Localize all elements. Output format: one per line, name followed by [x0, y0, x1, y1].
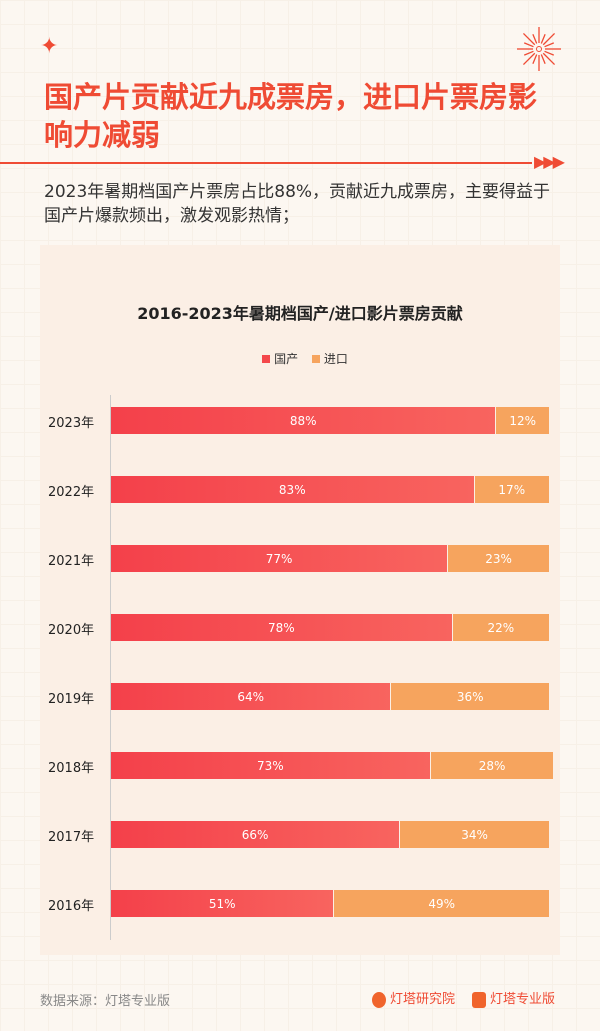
bar-import: 49% — [334, 890, 549, 917]
bar-domestic: 64% — [111, 683, 391, 710]
data-label: 66% — [241, 827, 269, 842]
data-label: 34% — [461, 827, 488, 842]
bar-domestic: 83% — [111, 476, 474, 503]
divider — [0, 162, 532, 164]
pro-logo-icon — [472, 991, 486, 1008]
data-label: 28% — [478, 758, 506, 773]
data-label: 88% — [289, 413, 317, 428]
page-title: 国产片贡献近九成票房，进口片票房影响力减弱 — [44, 80, 538, 152]
chart-title: 2016-2023年暑期档国产/进口影片票房贡献 — [137, 304, 463, 323]
data-label: 22% — [487, 620, 515, 635]
brand-research-label: 灯塔研究院 — [390, 992, 456, 1007]
triple-arrow-icon: ▶▶▶ — [534, 152, 565, 171]
data-label: 77% — [265, 551, 293, 566]
bar-import: 22% — [452, 614, 549, 641]
bar-domestic: 88% — [111, 407, 496, 434]
bar-import: 36% — [391, 683, 549, 710]
y-tick-label: 2020年 — [48, 623, 95, 638]
data-label: 36% — [456, 689, 484, 704]
sparkle-icon: ✦ — [40, 34, 59, 59]
bar-import: 34% — [400, 821, 549, 848]
bar-import: 23% — [448, 545, 549, 572]
bar-domestic: 51% — [111, 890, 334, 917]
data-label: 17% — [498, 482, 526, 497]
bar-domestic: 66% — [111, 821, 400, 848]
data-label: 23% — [485, 551, 512, 566]
data-label: 12% — [509, 413, 537, 428]
y-tick-label: 2018年 — [48, 761, 95, 776]
y-tick-label: 2016年 — [48, 899, 95, 914]
y-tick-label: 2022年 — [48, 485, 95, 500]
brand-research: 灯塔研究院 — [372, 988, 455, 1008]
bar-domestic: 73% — [111, 752, 430, 779]
data-label: 64% — [237, 689, 264, 704]
legend: 国产 进口 — [40, 350, 560, 367]
bar-import: 28% — [430, 752, 554, 779]
legend-label-import: 进口 — [323, 352, 348, 366]
bar-domestic: 77% — [111, 545, 448, 572]
brand-pro-label: 灯塔专业版 — [490, 992, 556, 1007]
data-label: 78% — [267, 620, 295, 635]
brand-pro: 灯塔专业版 — [472, 988, 555, 1008]
description: 2023年暑期档国产片票房占比88%，贡献近九成票房，主要得益于国产片爆款频出，… — [44, 182, 551, 226]
data-label: 49% — [428, 896, 456, 911]
bar-import: 17% — [474, 476, 549, 503]
data-label: 73% — [257, 758, 284, 773]
data-label: 83% — [278, 482, 306, 497]
y-tick-label: 2017年 — [48, 830, 95, 845]
legend-swatch-domestic — [262, 354, 271, 363]
bar-domestic: 78% — [111, 614, 452, 641]
firework-icon — [517, 27, 561, 71]
legend-swatch-import — [311, 354, 320, 363]
y-tick-label: 2023年 — [48, 416, 95, 431]
y-tick-label: 2021年 — [48, 554, 95, 569]
data-label: 51% — [208, 896, 236, 911]
y-axis-line — [110, 395, 111, 940]
research-logo-icon — [372, 991, 386, 1008]
data-source: 数据来源：灯塔专业版 — [40, 994, 171, 1009]
bar-import: 12% — [496, 407, 549, 434]
y-tick-label: 2019年 — [48, 692, 95, 707]
legend-label-domestic: 国产 — [274, 352, 299, 366]
